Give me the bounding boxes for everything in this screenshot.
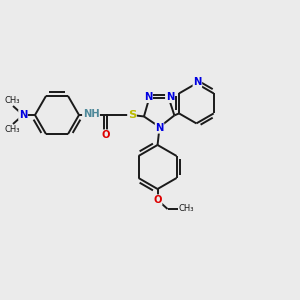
Text: CH₃: CH₃	[4, 96, 20, 105]
Text: S: S	[128, 110, 136, 120]
Text: N: N	[193, 77, 202, 87]
Text: CH₃: CH₃	[178, 205, 194, 214]
Text: N: N	[166, 92, 174, 102]
Text: O: O	[101, 130, 110, 140]
Text: CH₃: CH₃	[4, 125, 20, 134]
Text: N: N	[144, 92, 152, 102]
Text: O: O	[153, 195, 162, 205]
Text: NH: NH	[83, 109, 99, 119]
Text: N: N	[155, 123, 164, 133]
Text: N: N	[19, 110, 27, 120]
